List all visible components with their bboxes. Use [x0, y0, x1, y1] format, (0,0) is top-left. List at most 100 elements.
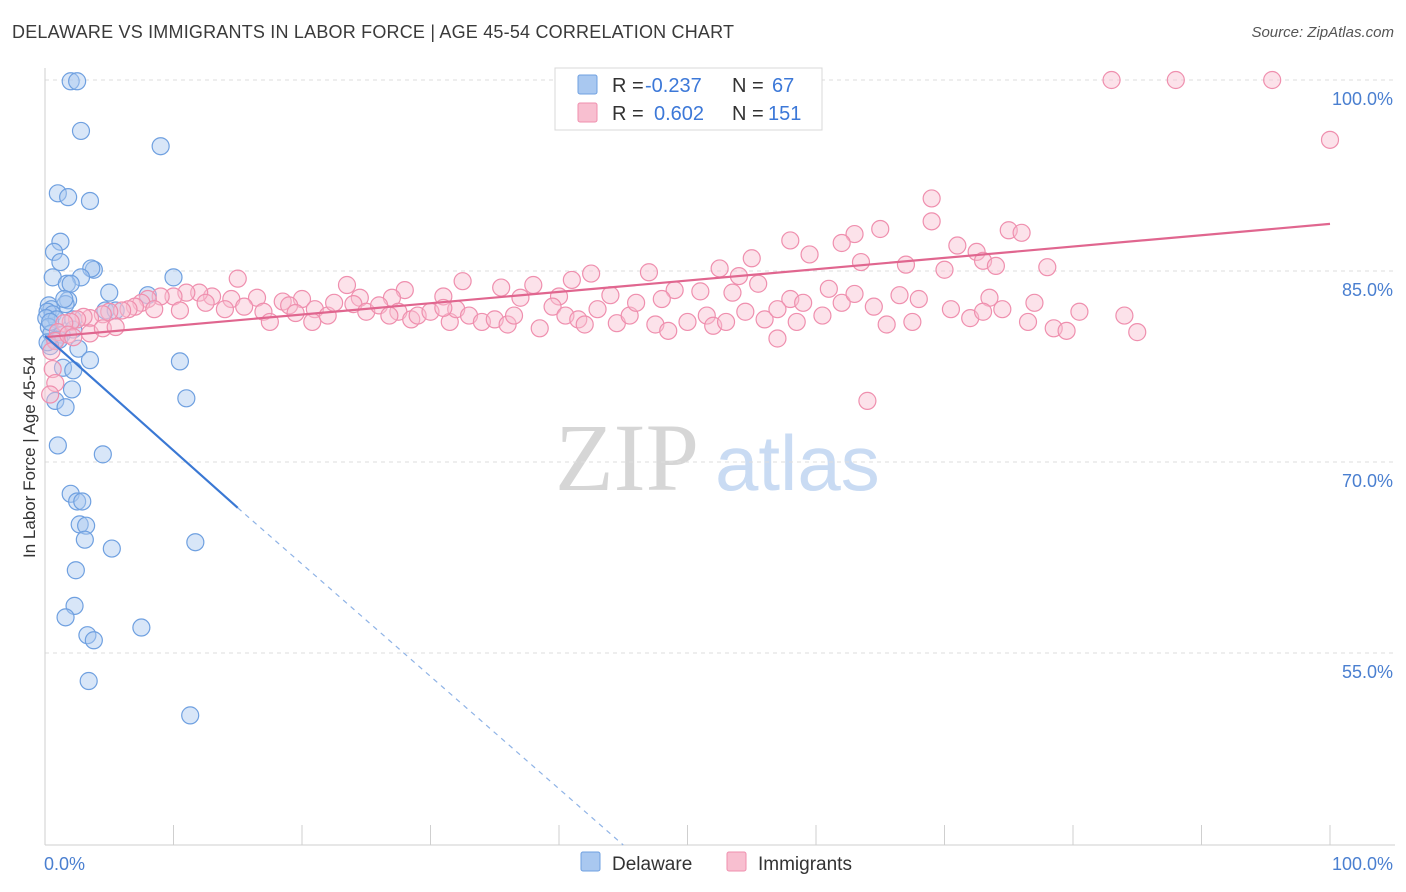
immigrants-point [877, 315, 896, 334]
immigrants-point [973, 302, 993, 321]
immigrants-point [1320, 130, 1340, 149]
immigrants-point [434, 298, 453, 318]
delaware-point [62, 380, 82, 399]
immigrants-point [749, 274, 768, 293]
immigrants-point [781, 231, 800, 250]
immigrants-point [922, 212, 941, 231]
legend-delaware-r-label: R = [612, 75, 644, 97]
delaware-point [61, 72, 80, 91]
legend-delaware-n-value: 67 [772, 75, 794, 97]
delaware-point [69, 339, 88, 358]
immigrants-point [832, 293, 851, 312]
immigrants-point [575, 315, 594, 334]
delaware-point [164, 268, 183, 287]
delaware-point [66, 561, 85, 580]
immigrants-point [492, 278, 511, 297]
bottom-legend: Delaware Immigrants [580, 851, 852, 875]
immigrants-point [986, 256, 1006, 276]
immigrants-point [530, 319, 549, 338]
immigrants-point [890, 286, 909, 305]
legend-immigrants-r-label: R = [612, 103, 644, 125]
immigrants-point [498, 315, 517, 334]
immigrants-point [845, 284, 864, 304]
delaware-point [93, 445, 112, 464]
immigrants-point [64, 328, 83, 347]
legend-immigrants-n-label: N = [732, 103, 764, 125]
immigrants-point [691, 282, 710, 301]
watermark-zip: ZIP [555, 404, 699, 511]
delaware-point [80, 351, 100, 370]
immigrants-point [453, 272, 472, 291]
delaware-point [55, 289, 74, 309]
immigrants-point [716, 312, 736, 332]
immigrants-point [723, 283, 742, 302]
immigrants-point [562, 270, 581, 290]
immigrants-point [800, 245, 819, 264]
delaware-point [132, 618, 151, 637]
delaware-point [61, 274, 80, 293]
immigrants-point [1025, 293, 1044, 312]
immigrants-point [710, 259, 729, 278]
delaware-point [100, 283, 119, 302]
axes [44, 68, 1395, 846]
legend-immigrants-r-value: 0.602 [654, 103, 704, 125]
delaware-point [51, 252, 70, 272]
immigrants-point [254, 302, 273, 321]
y-tick-label: 70.0% [1342, 471, 1393, 491]
immigrants-point [768, 300, 787, 319]
immigrants-point [813, 306, 832, 325]
delaware-point [68, 72, 87, 91]
immigrants-point [543, 297, 562, 316]
delaware-point [151, 137, 170, 156]
immigrants-point [736, 302, 755, 321]
trend-lines [44, 222, 1331, 846]
immigrants-point [768, 329, 787, 348]
immigrants-point [1038, 258, 1057, 277]
y-tick-label: 85.0% [1342, 280, 1393, 300]
source-label: Source: ZipAtlas.com [1251, 24, 1394, 41]
watermark-atlas: atlas [715, 419, 880, 507]
immigrants-point [55, 314, 74, 333]
delaware-point [181, 706, 200, 725]
delaware-point [51, 232, 70, 251]
delaware-trend-line-extension [237, 507, 624, 846]
immigrants-point [639, 263, 659, 282]
immigrants-point [909, 289, 928, 309]
immigrants-point [1102, 70, 1121, 90]
immigrants-point [286, 303, 305, 323]
immigrants-point [215, 300, 234, 319]
delaware-point [41, 312, 60, 332]
delaware-point [77, 516, 96, 535]
delaware-points [37, 72, 205, 725]
immigrants-point [652, 289, 671, 309]
immigrants-point [697, 306, 716, 325]
immigrants-point [588, 300, 607, 319]
immigrants-point [1128, 323, 1147, 342]
delaware-point [177, 389, 196, 408]
immigrants-point [993, 300, 1012, 319]
x-tick-label: 100.0% [1332, 854, 1393, 874]
delaware-point [48, 184, 67, 203]
y-tick-labels: 55.0% 70.0% 85.0% 100.0% [1332, 89, 1393, 682]
immigrants-point [1012, 223, 1031, 242]
y-tick-label: 100.0% [1332, 89, 1393, 109]
bottom-legend-delaware-label: Delaware [612, 854, 692, 875]
immigrants-point [119, 300, 138, 319]
legend-immigrants-swatch [577, 102, 598, 123]
immigrants-point [626, 293, 646, 312]
immigrants-point [228, 269, 247, 288]
immigrants-point [170, 301, 190, 320]
immigrants-point [1166, 70, 1185, 90]
immigrants-point [755, 310, 774, 329]
delaware-trend-line [44, 335, 239, 509]
immigrants-point [864, 297, 883, 316]
delaware-point [75, 530, 94, 549]
bottom-legend-immigrants-swatch [726, 851, 747, 872]
delaware-point [56, 608, 75, 627]
x-tick-labels: 0.0% 100.0% [44, 854, 1393, 874]
immigrants-point [504, 306, 524, 325]
delaware-point [59, 188, 78, 207]
delaware-point [44, 242, 64, 261]
immigrants-point [1057, 321, 1076, 340]
immigrants-point [582, 264, 601, 283]
